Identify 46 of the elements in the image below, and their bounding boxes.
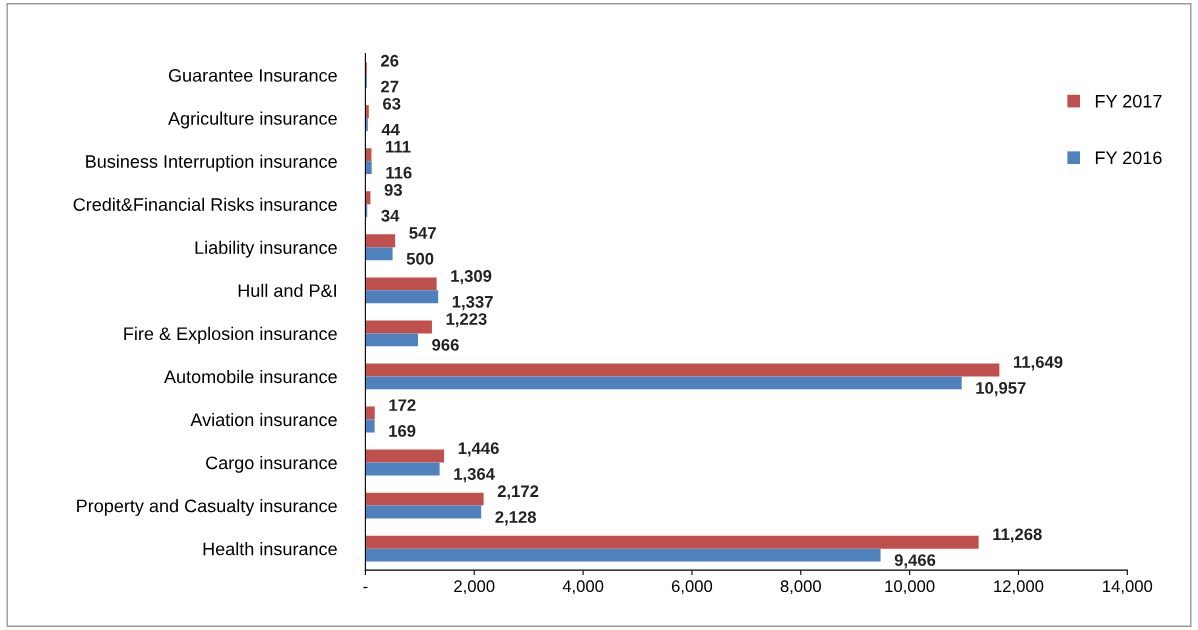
data-label: 11,268 bbox=[993, 528, 1042, 543]
y-tick-label: Guarantee Insurance bbox=[168, 69, 337, 82]
y-tick-label: Aviation insurance bbox=[190, 412, 337, 427]
data-label: 966 bbox=[432, 338, 459, 351]
y-tick-label: Hull and P&I bbox=[238, 283, 336, 298]
data-label: 93 bbox=[384, 183, 402, 196]
x-tick-label: - bbox=[363, 586, 368, 589]
data-label: 11,649 bbox=[1014, 356, 1063, 371]
y-tick-label: Credit&Financial Risks insurance bbox=[73, 197, 337, 211]
x-tick-label: 12,000 bbox=[994, 580, 1044, 595]
data-label: 1,309 bbox=[451, 270, 492, 285]
y-tick-label: Liability insurance bbox=[195, 240, 337, 258]
legend-label: FY 2017 bbox=[1095, 94, 1162, 108]
x-tick-label: 4,000 bbox=[562, 580, 604, 595]
data-label: 500 bbox=[406, 252, 434, 265]
x-tick-label: 2,000 bbox=[454, 580, 495, 595]
data-label: 63 bbox=[383, 97, 401, 110]
data-label: 2,128 bbox=[495, 511, 536, 526]
data-label: 172 bbox=[389, 399, 416, 411]
data-label: 1,446 bbox=[458, 442, 499, 457]
x-tick-label: 6,000 bbox=[671, 580, 713, 595]
data-label: 10,957 bbox=[976, 382, 1026, 397]
data-label: 26 bbox=[380, 54, 399, 67]
legend-label: FY 2016 bbox=[1095, 151, 1162, 165]
y-tick-label: Automobile insurance bbox=[164, 369, 337, 384]
data-label: 1,337 bbox=[452, 295, 493, 311]
x-tick-label: 8,000 bbox=[780, 580, 821, 595]
data-label: 2,172 bbox=[497, 485, 539, 500]
data-label: 169 bbox=[389, 425, 416, 437]
data-label: 547 bbox=[409, 227, 436, 239]
data-label: 1,223 bbox=[446, 313, 487, 328]
y-tick-label: Fire & Explosion insurance bbox=[124, 326, 337, 344]
x-tick-label: 14,000 bbox=[1103, 580, 1153, 595]
x-tick-label: 10,000 bbox=[885, 580, 935, 595]
data-label: 1,364 bbox=[454, 468, 495, 483]
data-label: 27 bbox=[381, 80, 399, 93]
data-label: 34 bbox=[381, 209, 400, 222]
y-tick-label: Health insurance bbox=[203, 542, 337, 556]
data-label: 111 bbox=[386, 141, 411, 153]
data-label: 116 bbox=[386, 166, 412, 179]
y-tick-label: Cargo insurance bbox=[206, 455, 337, 473]
y-tick-label: Agriculture insurance bbox=[168, 111, 337, 129]
y-tick-label: Property and Casualty insurance bbox=[77, 499, 337, 516]
data-label: 9,466 bbox=[894, 554, 936, 569]
y-tick-label: Business Interruption insurance bbox=[86, 154, 337, 172]
data-label: 44 bbox=[381, 123, 400, 136]
